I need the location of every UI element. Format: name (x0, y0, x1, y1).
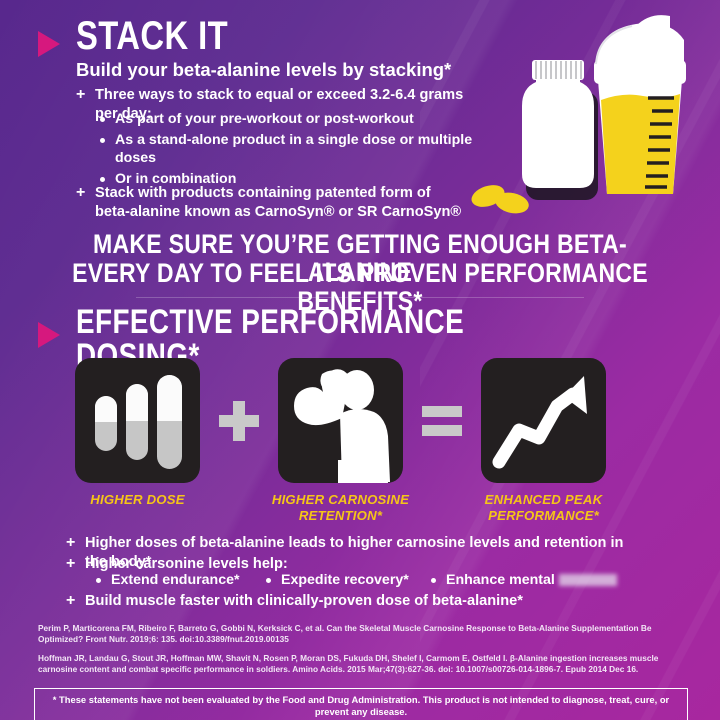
plus-bullet-icon: + (66, 592, 76, 609)
dosing-sub-bullet-1: Extend endurance* (111, 572, 240, 588)
dosing-sub-bullet-2: Expedite recovery* (281, 572, 409, 588)
dot-bullet-icon (266, 577, 271, 583)
stack-sub-bullet-2: As a stand-alone product in a single dos… (115, 132, 473, 166)
dot-bullet-icon (96, 577, 101, 583)
plus-bullet-icon: + (66, 555, 76, 572)
fda-disclaimer: * These statements have not been evaluat… (34, 688, 688, 720)
flexing-arm-icon (294, 369, 390, 483)
stack-it-heading: STACK IT (76, 14, 229, 58)
rising-arrow-icon-box (481, 358, 606, 483)
dot-bullet-icon (100, 176, 105, 182)
plus-operator-wrap (200, 358, 278, 441)
citation-1: Perim P, Marticorena FM, Ribeiro F, Barr… (38, 623, 652, 644)
plus-operator-icon (219, 401, 259, 441)
dosing-bullet-2-text: Higher carsonine levels help: (85, 556, 288, 572)
equation-row: HIGHER DOSE (75, 358, 655, 523)
stack-it-subheading: Build your beta-alanine levels by stacki… (76, 59, 452, 80)
stack-sub-bullet-1: As part of your pre-workout or post-work… (115, 111, 414, 127)
equation-item-peak-performance: ENHANCED PEAK PERFORMANCE* (481, 358, 606, 523)
stack-bullet-2: + Stack with products containing patente… (76, 184, 466, 223)
supplement-artwork (470, 14, 710, 214)
plus-bullet-icon: + (76, 184, 86, 201)
plus-bullet-icon: + (76, 86, 86, 103)
equation-caption-peak-performance: ENHANCED PEAK PERFORMANCE* (484, 492, 603, 523)
dosing-sub-bullet-3-text: Enhance mental (446, 572, 555, 588)
citation-2: Hoffman JR, Landau G, Stout JR, Hoffman … (38, 653, 659, 674)
rising-arrow-icon (492, 376, 587, 469)
dot-bullet-icon (431, 577, 436, 583)
plus-bullet-icon: + (66, 534, 76, 551)
equation-item-higher-dose: HIGHER DOSE (75, 358, 200, 508)
stack-bullet-1-text: Three ways to stack to equal or exceed 3… (95, 87, 464, 122)
bottle-and-shaker-illustration (471, 15, 686, 214)
stack-sub-bullets: As part of your pre-workout or post-work… (100, 110, 480, 191)
banner-line-1: MAKE SURE YOU’RE GETTING ENOUGH BETA-ALA… (93, 229, 627, 287)
equation-item-carnosine-retention: HIGHER CARNOSINE RETENTION* (272, 358, 409, 523)
dosing-sub-bullets: Extend endurance* Expedite recovery* Enh… (96, 571, 656, 592)
dosing-bullet-1-text: Higher doses of beta-alanine leads to hi… (85, 535, 624, 570)
equation-caption-higher-dose: HIGHER DOSE (90, 492, 185, 507)
equals-operator-wrap (403, 358, 481, 436)
capsules-icon-box (75, 358, 200, 483)
dosing-bullet-3: + Build muscle faster with clinically-pr… (66, 592, 626, 613)
section-divider (136, 297, 584, 298)
dot-bullet-icon (100, 116, 105, 122)
dot-bullet-icon (100, 137, 105, 143)
stack-it-marker-triangle (38, 31, 60, 57)
equals-operator-icon (422, 406, 462, 436)
dosing-bullet-1: + Higher doses of beta-alanine leads to … (66, 534, 626, 573)
capsules-icon (75, 358, 200, 483)
equation-caption-carnosine-retention: HIGHER CARNOSINE RETENTION* (271, 492, 410, 523)
dosing-sub-bullet-3: Enhance mental (446, 571, 617, 589)
redacted-text-block (558, 574, 617, 587)
flexing-arm-icon-box (278, 358, 403, 483)
dosing-bullet-3-text: Build muscle faster with clinically-prov… (85, 593, 523, 609)
dosing-marker-triangle (38, 322, 60, 348)
stack-bullet-2-text: Stack with products containing patented … (95, 185, 462, 220)
banner-line-2: EVERY DAY TO FEEL ITS PROVEN PERFORMANCE… (72, 258, 648, 316)
stack-sub-bullet-3: Or in combination (115, 171, 237, 187)
stack-bullet-1: + Three ways to stack to equal or exceed… (76, 86, 476, 125)
dosing-bullet-2: + Higher carsonine levels help: (66, 555, 626, 576)
